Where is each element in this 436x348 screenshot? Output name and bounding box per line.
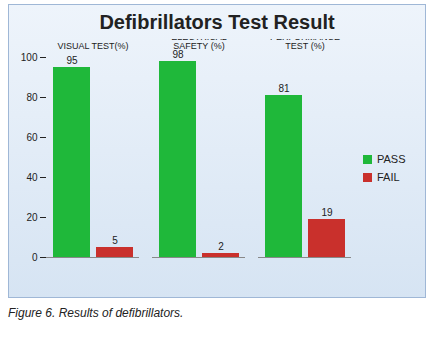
svg-text:2: 2 [218, 241, 224, 252]
svg-text:80: 80 [26, 92, 38, 103]
svg-text:PERFORMANCETEST (%): PERFORMANCETEST (%) [270, 39, 340, 51]
html-text:Figure 6. Results of defibrill: Figure 6. Results of defibrillators. [8, 306, 184, 320]
svg-text:81: 81 [278, 83, 290, 94]
svg-text:95: 95 [66, 55, 78, 66]
svg-text:40: 40 [26, 172, 38, 183]
html-text:FAIL: FAIL [377, 171, 400, 183]
svg-text:VISUAL TEST(%): VISUAL TEST(%) [57, 41, 128, 51]
svg-text:98: 98 [172, 49, 184, 60]
svg-text:100: 100 [21, 52, 38, 63]
html-text:PASS: PASS [377, 153, 406, 165]
svg-text:5: 5 [112, 235, 118, 246]
svg-text:0: 0 [32, 252, 38, 263]
svg-text:20: 20 [26, 212, 38, 223]
svg-text:19: 19 [321, 207, 333, 218]
html-text:Defibrillators Test Result: Defibrillators Test Result [99, 11, 335, 33]
svg-text:60: 60 [26, 132, 38, 143]
